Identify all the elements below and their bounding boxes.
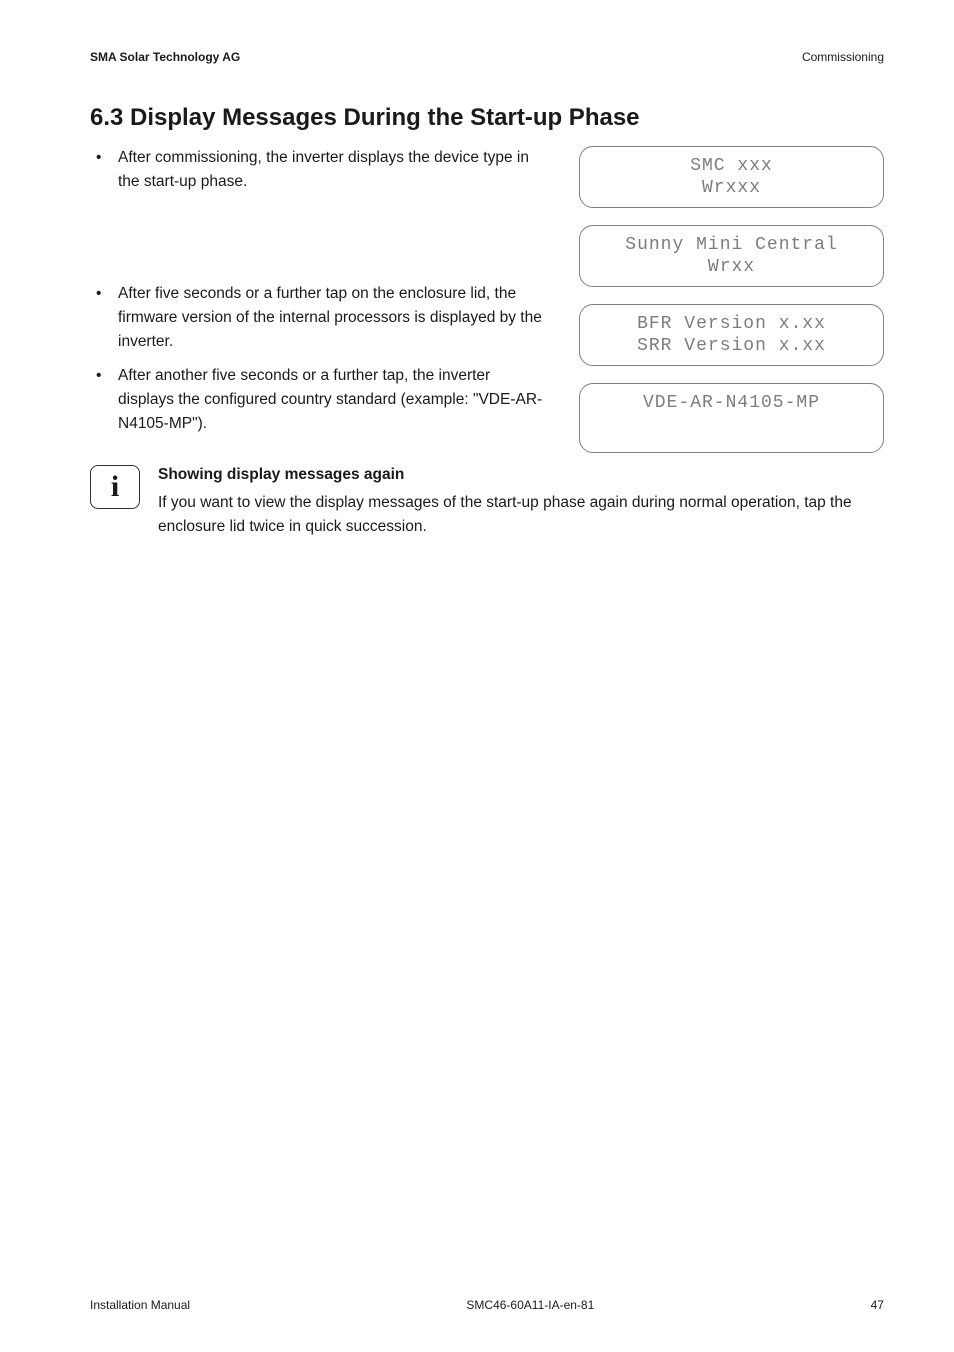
- lcd-line: Wrxxx: [702, 177, 761, 200]
- lcd-display-firmware: BFR Version x.xx SRR Version x.xx: [579, 304, 884, 366]
- running-header: SMA Solar Technology AG Commissioning: [90, 50, 884, 64]
- bullet-text: After commissioning, the inverter displa…: [118, 146, 549, 240]
- header-company: SMA Solar Technology AG: [90, 50, 240, 64]
- lcd-display-device-type-1: SMC xxx Wrxxx: [579, 146, 884, 208]
- footer-page-number: 47: [871, 1298, 884, 1312]
- list-item: • After commissioning, the inverter disp…: [90, 146, 549, 240]
- info-body: Showing display messages again If you wa…: [158, 463, 884, 539]
- bullet-icon: •: [90, 364, 118, 388]
- lcd-line: Wrxx: [708, 256, 755, 279]
- section-number: 6.3: [90, 104, 123, 131]
- page: SMA Solar Technology AG Commissioning 6.…: [0, 0, 954, 1352]
- lcd-column: SMC xxx Wrxxx Sunny Mini Central Wrxx BF…: [579, 146, 884, 453]
- info-box: i Showing display messages again If you …: [90, 463, 884, 539]
- bullet-icon: •: [90, 146, 118, 170]
- info-title: Showing display messages again: [158, 463, 884, 487]
- footer-doc-type: Installation Manual: [90, 1298, 190, 1312]
- lcd-line: SRR Version x.xx: [637, 335, 826, 358]
- footer-doc-code: SMC46-60A11-IA-en-81: [466, 1298, 594, 1312]
- list-item: • After another five seconds or a furthe…: [90, 364, 549, 436]
- section-title: Display Messages During the Start-up Pha…: [130, 104, 639, 131]
- info-icon: i: [90, 465, 140, 509]
- section-heading: 6.3 Display Messages During the Start-up…: [90, 104, 884, 132]
- lcd-line: BFR Version x.xx: [637, 313, 826, 336]
- lcd-line: SMC xxx: [690, 155, 773, 178]
- text-column: • After commissioning, the inverter disp…: [90, 146, 549, 446]
- bullet-list: • After commissioning, the inverter disp…: [90, 146, 549, 436]
- info-text: If you want to view the display messages…: [158, 491, 884, 539]
- bullet-text: After five seconds or a further tap on t…: [118, 282, 549, 354]
- header-section: Commissioning: [802, 50, 884, 64]
- lcd-line: Sunny Mini Central: [625, 234, 837, 257]
- lcd-line: VDE-AR-N4105-MP: [643, 392, 820, 415]
- lcd-display-country-standard: VDE-AR-N4105-MP: [579, 383, 884, 453]
- bullet-text: After another five seconds or a further …: [118, 364, 549, 436]
- lcd-display-device-type-2: Sunny Mini Central Wrxx: [579, 225, 884, 287]
- running-footer: Installation Manual SMC46-60A11-IA-en-81…: [90, 1298, 884, 1312]
- bullet-icon: •: [90, 282, 118, 306]
- list-item: • After five seconds or a further tap on…: [90, 282, 549, 354]
- content-row: • After commissioning, the inverter disp…: [90, 146, 884, 453]
